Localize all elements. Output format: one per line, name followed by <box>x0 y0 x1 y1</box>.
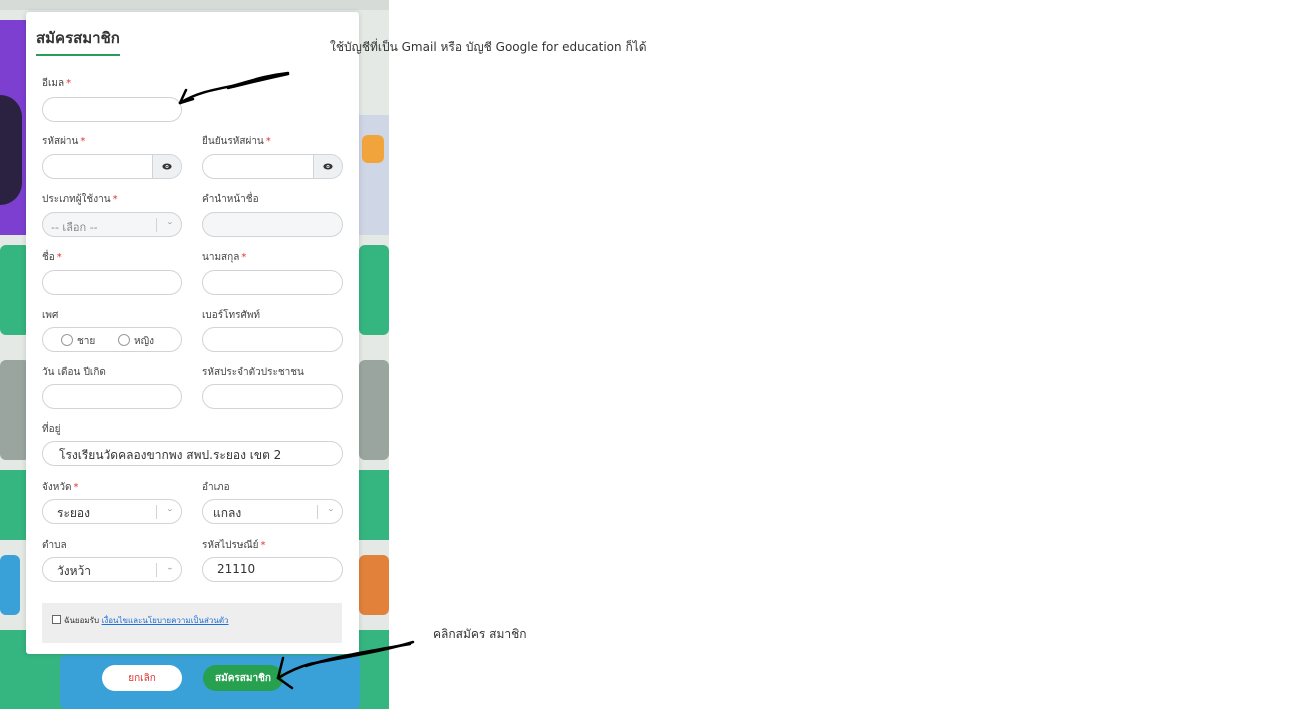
bg-thumbnail-blue-1 <box>0 555 20 615</box>
required-mark: * <box>241 252 247 263</box>
privacy-policy-link[interactable]: เงื่อนไขและนโยบายความเป็นส่วนตัว <box>101 616 229 625</box>
password-label: รหัสผ่าน * <box>42 134 85 149</box>
postal-code-value: 21110 <box>217 562 256 576</box>
province-label-text: จังหวัด <box>42 482 72 493</box>
chevron-down-icon: ⌄ <box>165 563 174 572</box>
email-input[interactable] <box>42 97 182 122</box>
required-mark: * <box>260 540 266 551</box>
consent-text: ฉันยอมรับ เงื่อนไขและนโยบายความเป็นส่วนต… <box>64 614 229 627</box>
chevron-down-icon: ⌄ <box>165 218 174 227</box>
last-name-input[interactable] <box>202 270 343 295</box>
cancel-button[interactable]: ยกเลิก <box>102 665 182 691</box>
postal-code-label-text: รหัสไปรษณีย์ <box>202 540 259 551</box>
prefix-label: คำนำหน้าชื่อ <box>202 194 259 205</box>
postal-code-label: รหัสไปรษณีย์ * <box>202 538 266 553</box>
email-annotation: ใช้บัญชีที่เป็น Gmail หรือ บัญชี Google … <box>330 40 647 54</box>
gender-male-label: ชาย <box>77 336 96 347</box>
citizen-id-input[interactable] <box>202 384 343 409</box>
required-mark: * <box>112 194 118 205</box>
email-arrow-icon <box>178 71 290 105</box>
register-button[interactable]: สมัครสมาชิก <box>203 665 283 691</box>
modal-title: สมัครสมาชิก <box>36 26 120 56</box>
eye-icon <box>162 163 172 170</box>
subdistrict-select[interactable]: วังหว้า ⌄ <box>42 557 182 582</box>
confirm-password-label: ยืนยันรหัสผ่าน * <box>202 134 271 149</box>
email-label-text: อีเมล <box>42 78 65 89</box>
select-separator <box>156 218 157 232</box>
district-value: แกลง <box>213 506 242 520</box>
citizen-id-label: รหัสประจำตัวประชาชน <box>202 367 304 378</box>
subdistrict-value: วังหว้า <box>57 564 91 578</box>
show-password-toggle[interactable] <box>152 155 181 178</box>
required-mark: * <box>80 136 86 147</box>
subdistrict-label: ตำบล <box>42 540 67 551</box>
phone-label: เบอร์โทรศัพท์ <box>202 310 261 321</box>
select-separator <box>156 563 157 577</box>
first-name-label-text: ชื่อ <box>42 252 55 263</box>
consent-box: ฉันยอมรับ เงื่อนไขและนโยบายความเป็นส่วนต… <box>42 603 342 643</box>
consent-prefix: ฉันยอมรับ <box>64 616 100 625</box>
address-value: โรงเรียนวัดคลองขากพง สพป.ระยอง เขต 2 <box>59 448 282 462</box>
postal-code-input[interactable]: 21110 <box>202 557 343 582</box>
birthdate-label: วัน เดือน ปีเกิด <box>42 367 106 378</box>
bg-thumbnail-orange-2 <box>359 555 389 615</box>
bg-card-grey-1 <box>0 360 30 460</box>
password-label-text: รหัสผ่าน <box>42 136 79 147</box>
gender-female-radio[interactable] <box>118 334 130 346</box>
user-type-label: ประเภทผู้ใช้งาน * <box>42 192 118 207</box>
password-input[interactable] <box>42 154 182 179</box>
submit-arrow-icon <box>276 640 415 690</box>
show-confirm-password-toggle[interactable] <box>313 155 342 178</box>
bg-banner-circle <box>0 95 22 205</box>
select-separator <box>156 505 157 519</box>
birthdate-input[interactable] <box>42 384 182 409</box>
district-label: อำเภอ <box>202 482 230 493</box>
gender-female-label: หญิง <box>134 336 154 347</box>
user-type-select[interactable]: -- เลือก -- ⌄ <box>42 212 182 237</box>
required-mark: * <box>73 482 79 493</box>
user-type-label-text: ประเภทผู้ใช้งาน <box>42 194 111 205</box>
district-select[interactable]: แกลง ⌄ <box>202 499 343 524</box>
bg-thumbnail-orange <box>362 135 384 163</box>
address-input[interactable]: โรงเรียนวัดคลองขากพง สพป.ระยอง เขต 2 <box>42 441 343 466</box>
province-value: ระยอง <box>57 506 90 520</box>
bg-card-green-2 <box>359 245 389 335</box>
required-mark: * <box>66 78 72 89</box>
select-separator <box>317 505 318 519</box>
prefix-input[interactable] <box>202 212 343 237</box>
required-mark: * <box>56 252 62 263</box>
gender-male-radio[interactable] <box>61 334 73 346</box>
user-type-placeholder: -- เลือก -- <box>51 221 98 234</box>
bg-card-green-1 <box>0 245 30 335</box>
confirm-password-input[interactable] <box>202 154 343 179</box>
bg-header <box>0 0 389 10</box>
bg-card-grey-2 <box>359 360 389 460</box>
gender-label: เพศ <box>42 310 59 321</box>
first-name-input[interactable] <box>42 270 182 295</box>
register-modal: สมัครสมาชิก อีเมล * รหัสผ่าน * ยืนยันรหัสผ… <box>26 12 359 654</box>
last-name-label: นามสกุล * <box>202 250 246 265</box>
submit-annotation: คลิกสมัคร สมาชิก <box>433 627 527 641</box>
address-label: ที่อยู่ <box>42 424 61 435</box>
chevron-down-icon: ⌄ <box>326 505 335 514</box>
last-name-label-text: นามสกุล <box>202 252 240 263</box>
confirm-password-label-text: ยืนยันรหัสผ่าน <box>202 136 264 147</box>
province-label: จังหวัด * <box>42 480 78 495</box>
gender-radio-group: ชาย หญิง <box>42 327 182 352</box>
chevron-down-icon: ⌄ <box>165 505 174 514</box>
consent-checkbox[interactable] <box>52 615 61 624</box>
email-label: อีเมล * <box>42 76 71 91</box>
first-name-label: ชื่อ * <box>42 250 62 265</box>
required-mark: * <box>265 136 271 147</box>
province-select[interactable]: ระยอง ⌄ <box>42 499 182 524</box>
phone-input[interactable] <box>202 327 343 352</box>
eye-icon <box>323 163 333 170</box>
